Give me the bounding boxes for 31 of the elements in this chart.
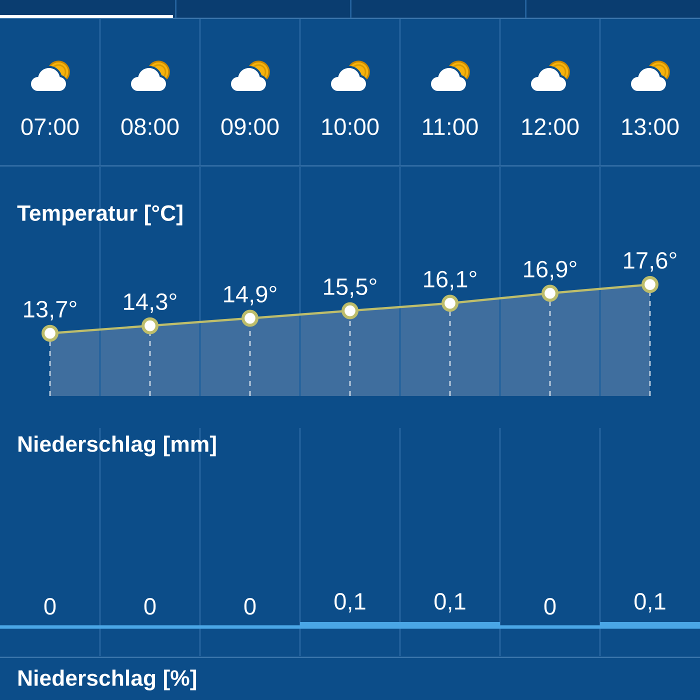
text: Niederschlag [%] xyxy=(18,670,196,690)
data-label: 0,1 xyxy=(434,593,466,613)
x-tick-label: 09:00 xyxy=(221,118,279,136)
data-label: 0 xyxy=(44,598,56,615)
data-label: 14,3° xyxy=(124,293,176,313)
data-label: 15,5° xyxy=(324,278,376,298)
x-tick-label: 07:00 xyxy=(21,118,79,136)
data-label: 0,1 xyxy=(334,593,366,613)
chart-title: Temperatur [°C] xyxy=(17,204,182,226)
x-tick-label: 12:00 xyxy=(522,118,579,136)
data-label: 0 xyxy=(144,598,156,615)
chart-title: Niederschlag [mm] xyxy=(18,436,216,456)
data-label: 16,1° xyxy=(424,270,476,290)
point xyxy=(142,317,158,334)
x-tick-label: 08:00 xyxy=(121,118,179,136)
data-label: 14,9° xyxy=(224,286,276,306)
point xyxy=(242,310,258,327)
point xyxy=(442,294,458,312)
data-label: 0 xyxy=(244,598,256,615)
data-label: 13,7° xyxy=(24,300,76,320)
point xyxy=(42,324,58,342)
data-label: 17,6° xyxy=(624,252,676,272)
data-label: 0 xyxy=(544,598,556,615)
x-tick-label: 11:00 xyxy=(423,118,478,136)
x-tick-label: 10:00 xyxy=(322,118,379,136)
data-label: 16,9° xyxy=(524,260,576,280)
point xyxy=(342,302,358,320)
point xyxy=(542,284,558,302)
data-label: 0,1 xyxy=(634,593,666,613)
point xyxy=(642,276,658,293)
x-tick-label: 13:00 xyxy=(622,118,679,136)
